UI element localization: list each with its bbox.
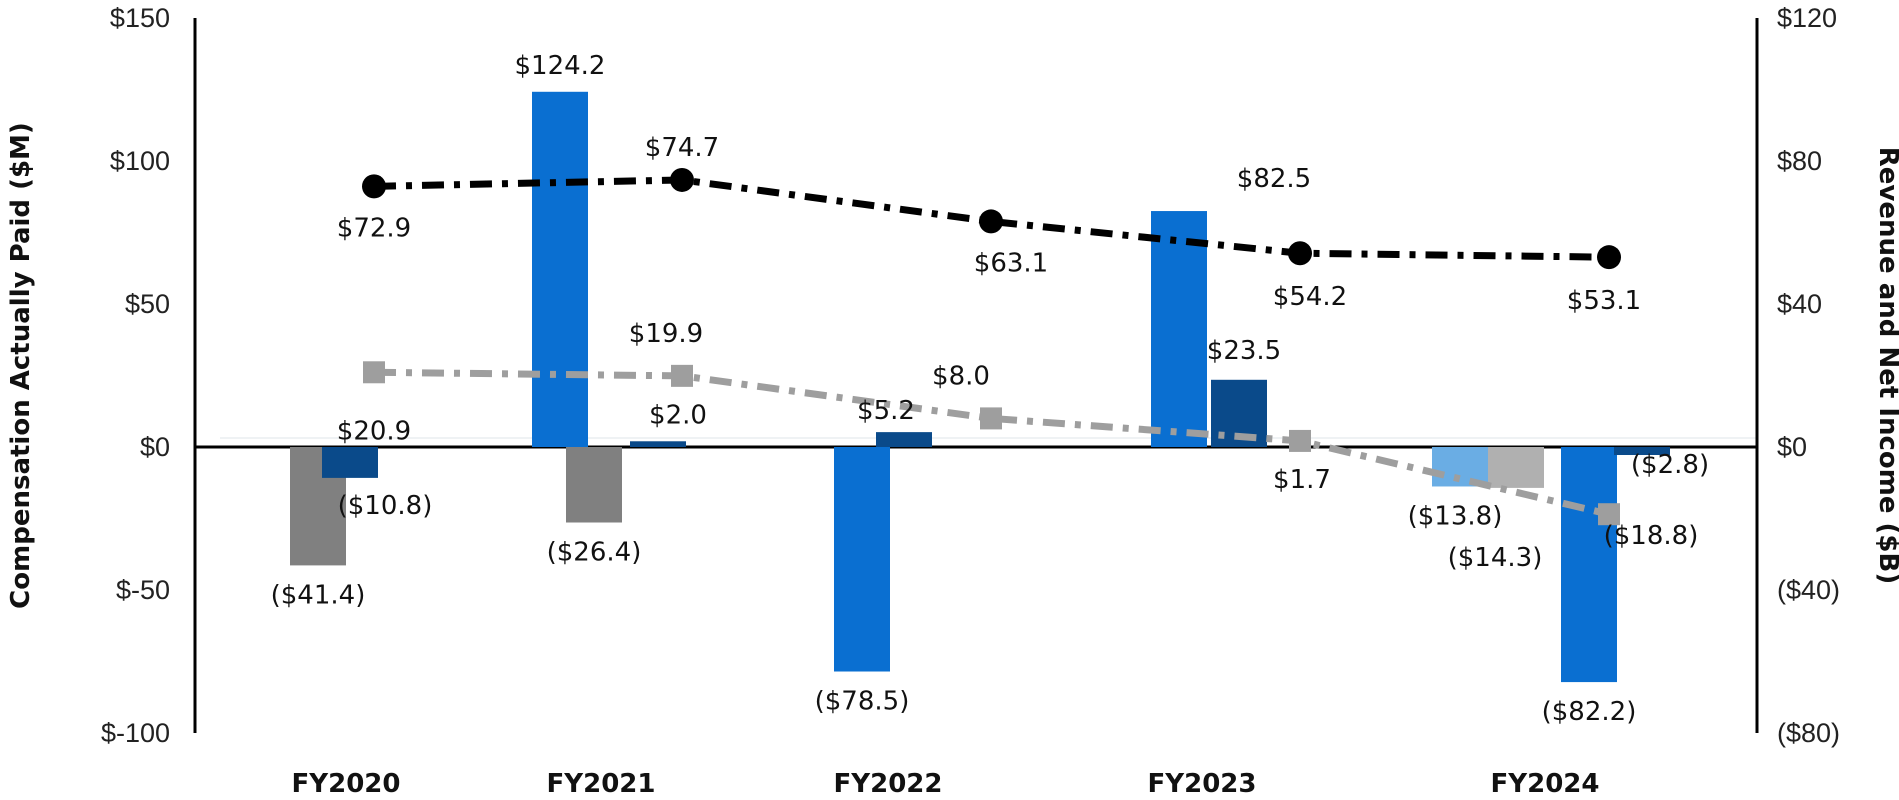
line-data-label: $72.9 — [337, 213, 411, 243]
bar-data-label: ($13.8) — [1408, 501, 1503, 531]
left-tick-label: $100 — [110, 146, 170, 176]
left-tick-label: $0 — [140, 432, 170, 462]
point-marker — [670, 167, 694, 192]
bar-data-label: ($41.4) — [271, 580, 366, 610]
left-tick-label: $50 — [125, 289, 170, 319]
right-tick-label: $0 — [1777, 432, 1807, 462]
point-marker — [980, 407, 1002, 430]
bar — [1488, 447, 1544, 488]
line-data-label: $19.9 — [629, 319, 703, 349]
line-data-label: $74.7 — [645, 133, 719, 163]
bar-data-label: $2.0 — [649, 400, 707, 430]
series-line — [373, 368, 1610, 518]
point-marker — [363, 361, 385, 384]
bar — [876, 432, 932, 447]
bar-data-label: $82.5 — [1237, 164, 1311, 194]
right-tick-label: $80 — [1777, 146, 1822, 176]
bar-data-label: $23.5 — [1207, 336, 1281, 366]
bar-data-label: ($82.2) — [1542, 697, 1637, 727]
point-marker — [1597, 245, 1621, 270]
left-axis-title: Compensation Actually Paid ($M) — [6, 122, 36, 609]
bar-data-label: ($14.3) — [1448, 543, 1543, 573]
right-tick-label: $120 — [1777, 3, 1837, 33]
bar-data-label: ($78.5) — [815, 687, 910, 717]
line-data-label: $63.1 — [974, 248, 1048, 278]
right-tick-label: ($40) — [1777, 575, 1840, 605]
bar — [1151, 211, 1207, 447]
bar — [532, 91, 588, 448]
bar-data-label: ($10.8) — [338, 491, 433, 521]
right-axis-title: Revenue and Net Income ($B) — [1873, 147, 1899, 584]
point-marker — [1288, 241, 1312, 266]
bar — [566, 447, 622, 523]
point-marker — [362, 174, 386, 199]
category-label: FY2021 — [547, 769, 656, 799]
bar — [322, 447, 378, 478]
line-data-label: $1.7 — [1273, 465, 1331, 495]
bar-data-label: ($26.4) — [547, 538, 642, 568]
line-data-label: $53.1 — [1567, 286, 1641, 316]
right-tick-label: $40 — [1777, 289, 1822, 319]
line-data-label: $8.0 — [932, 361, 990, 391]
category-label: FY2023 — [1148, 769, 1257, 799]
left-tick-label: $150 — [110, 3, 170, 33]
bar-data-label: ($2.8) — [1631, 450, 1709, 480]
category-label: FY2024 — [1491, 769, 1600, 799]
left-tick-label: $-100 — [101, 718, 170, 748]
category-label: FY2020 — [292, 769, 401, 799]
category-label: FY2022 — [834, 769, 943, 799]
right-tick-label: ($80) — [1777, 718, 1840, 748]
point-marker — [979, 209, 1003, 234]
left-tick-label: $-50 — [116, 575, 170, 605]
bar — [1561, 447, 1617, 683]
series-line — [373, 176, 1610, 261]
line-data-label: ($18.8) — [1604, 521, 1699, 551]
bar — [630, 441, 686, 447]
point-marker — [1289, 429, 1311, 452]
line-data-label: $20.9 — [337, 416, 411, 446]
bar — [1614, 447, 1670, 456]
bar-data-label: $5.2 — [857, 396, 915, 426]
bar-data-label: $124.2 — [515, 51, 606, 81]
point-marker — [1598, 503, 1620, 526]
bar — [834, 447, 890, 672]
point-marker — [671, 364, 693, 387]
line-data-label: $54.2 — [1273, 282, 1347, 312]
